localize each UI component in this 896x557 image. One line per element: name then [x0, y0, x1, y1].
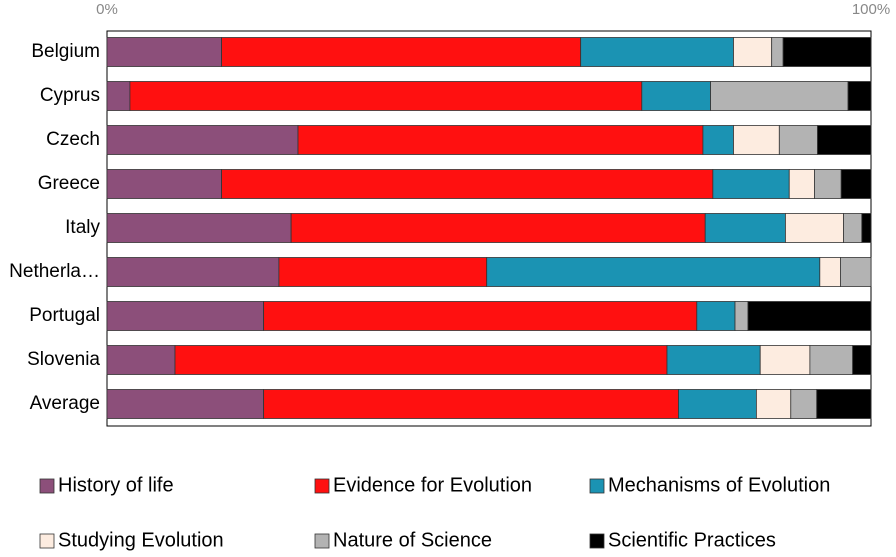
- bar-segment: [486, 257, 821, 287]
- bar-segment: [106, 81, 131, 111]
- bar-segment: [790, 389, 818, 419]
- x-tick-label: 100%: [852, 1, 890, 18]
- bar-segment: [666, 345, 761, 375]
- bar-segment: [174, 345, 668, 375]
- bar-segment: [847, 81, 872, 111]
- bar-segment: [106, 125, 299, 155]
- bar-segment: [580, 37, 734, 67]
- bar-segment: [816, 389, 872, 419]
- bar-segment: [221, 37, 582, 67]
- bar-segment: [814, 169, 842, 199]
- bar-segment: [782, 37, 872, 67]
- bar-segment: [129, 81, 643, 111]
- bar-segment: [263, 301, 698, 331]
- legend-label: Mechanisms of Evolution: [608, 474, 830, 496]
- y-tick-label: Cyprus: [40, 85, 100, 106]
- legend-swatch: [314, 478, 330, 494]
- y-tick-label: Netherla…: [9, 261, 100, 282]
- y-tick-label: Italy: [65, 217, 100, 238]
- bar-segment: [734, 301, 749, 331]
- bar-segment: [106, 213, 292, 243]
- bar-segment: [785, 213, 844, 243]
- legend-swatch: [589, 533, 605, 549]
- bar-segment: [733, 125, 780, 155]
- bar-segment: [221, 169, 714, 199]
- legend-label: Studying Evolution: [58, 529, 224, 551]
- legend-label: Scientific Practices: [608, 529, 776, 551]
- bar-segment: [759, 345, 811, 375]
- bar-segment: [817, 125, 872, 155]
- bar-segment: [861, 213, 872, 243]
- y-tick-label: Belgium: [31, 41, 100, 62]
- bar-segment: [290, 213, 706, 243]
- bar-segment: [778, 125, 818, 155]
- legend-swatch: [39, 533, 55, 549]
- bar-segment: [106, 345, 176, 375]
- legend-label: Evidence for Evolution: [333, 474, 532, 496]
- bar-segment: [678, 389, 757, 419]
- bar-segment: [712, 169, 790, 199]
- y-tick-label: Slovenia: [27, 349, 100, 370]
- bar-segment: [278, 257, 488, 287]
- bar-segment: [840, 169, 872, 199]
- bar-segment: [819, 257, 841, 287]
- bar-segment: [809, 345, 854, 375]
- bar-segment: [710, 81, 849, 111]
- bar-segment: [702, 125, 734, 155]
- bar-segment: [733, 37, 773, 67]
- bar-segment: [771, 37, 784, 67]
- bar-segment: [852, 345, 872, 375]
- y-tick-label: Average: [30, 393, 100, 414]
- legend-swatch: [39, 478, 55, 494]
- bar-segment: [263, 389, 679, 419]
- bar-segment: [106, 169, 222, 199]
- bar-segment: [106, 37, 222, 67]
- bar-segment: [756, 389, 792, 419]
- y-tick-label: Portugal: [29, 305, 100, 326]
- legend-swatch: [314, 533, 330, 549]
- legend-label: Nature of Science: [333, 529, 492, 551]
- bar-segment: [788, 169, 815, 199]
- y-tick-label: Greece: [38, 173, 100, 194]
- bar-segment: [106, 301, 265, 331]
- bar-segment: [297, 125, 704, 155]
- bar-segment: [747, 301, 872, 331]
- y-tick-label: Czech: [46, 129, 100, 150]
- bar-segment: [843, 213, 863, 243]
- bar-segment: [641, 81, 711, 111]
- bar-segment: [106, 389, 265, 419]
- x-tick-label: 0%: [96, 1, 118, 18]
- bar-segment: [704, 213, 786, 243]
- legend-label: History of life: [58, 474, 174, 496]
- bar-segment: [840, 257, 872, 287]
- bar-segment: [106, 257, 280, 287]
- bar-segment: [696, 301, 736, 331]
- legend-swatch: [589, 478, 605, 494]
